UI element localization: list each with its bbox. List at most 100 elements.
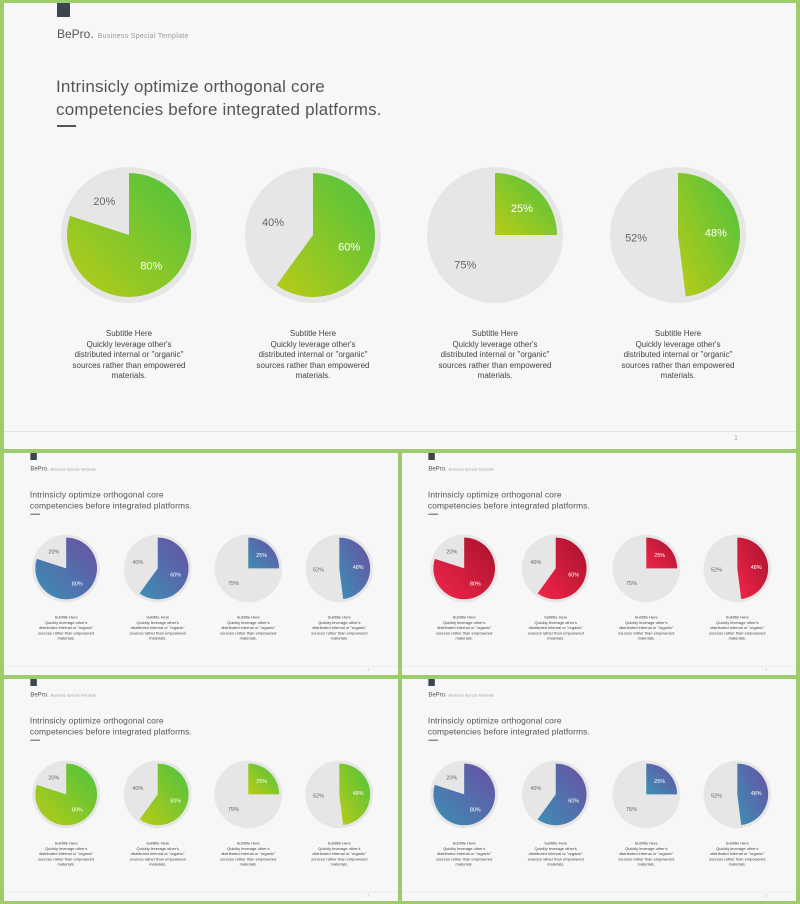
pie-slice-highlight (66, 173, 191, 298)
text-block: Subtitle Here Quickly leverage other's dis… (29, 615, 104, 641)
pie-label-rest: 20% (48, 776, 59, 782)
body-line: sources rather than empowered (256, 360, 370, 370)
body-line: distributed internal or "organic" (39, 851, 94, 857)
pie-slice-highlight (248, 763, 280, 795)
headline: Intrinsicly optimize orthogonal core com… (30, 715, 309, 738)
body-line: Quickly leverage other's (86, 339, 172, 349)
page-number: 1 (367, 893, 370, 898)
body-line: Quickly leverage other's (270, 339, 356, 349)
brand-tagline: Business Special Template (448, 467, 494, 472)
body-line: sources rather than empowered (621, 360, 735, 370)
pie-label-highlight: 48% (353, 791, 364, 797)
headline-line-2: competencies before integrated platforms… (427, 501, 590, 511)
subtitle: Subtitle Here (634, 615, 658, 620)
pie-label-highlight: 80% (470, 808, 481, 814)
brand: BePro. Business Special Template (30, 465, 96, 472)
pie-slice-highlight (537, 763, 587, 826)
pie-chart-2: 60% 40% (245, 167, 381, 303)
body-line: distributed internal or "organic" (130, 851, 185, 857)
pie-charts: 80% 20% 60% 40% 25% 75% 48% 52% (32, 534, 374, 603)
subtitle: Subtitle Here (289, 329, 337, 338)
body-line: materials. (239, 636, 257, 641)
pie-label-rest: 52% (313, 568, 324, 574)
brand-name: BePro. (428, 690, 447, 698)
pie-label-highlight: 25% (654, 553, 665, 559)
brand-tagline: Business Special Template (50, 467, 96, 472)
footer-divider (4, 431, 796, 432)
subtitle: Subtitle Here (452, 615, 476, 620)
pie-charts: 80% 20% 60% 40% 25% 75% 48% 52% (430, 760, 772, 829)
subtitle: Subtitle Here (544, 841, 568, 846)
text-block: Subtitle Here Quickly leverage other's dis… (29, 841, 104, 867)
pie-label-highlight: 80% (470, 582, 481, 588)
pie-label-rest: 75% (626, 807, 637, 813)
headline-line-1: Intrinsicly optimize orthogonal core (29, 715, 164, 726)
headline-line-2: competencies before integrated platforms… (427, 727, 590, 737)
brand-tagline: Business Special Template (50, 693, 96, 698)
pie-slice-highlight (139, 537, 189, 600)
body-line: distributed internal or "organic" (623, 350, 733, 359)
pie-label-rest: 52% (711, 568, 722, 574)
pie-chart-1: 80% 20% (430, 534, 499, 603)
body-line: sources rather than empowered (72, 360, 186, 370)
text-block: Subtitle Here Quickly leverage other's dis… (518, 615, 593, 641)
subtitle: Subtitle Here (471, 329, 519, 338)
text-block: Subtitle Here Quickly leverage other's dis… (54, 329, 204, 382)
pie-label-rest: 75% (454, 260, 476, 272)
pie-label-highlight: 80% (140, 261, 162, 273)
body-line: distributed internal or "organic" (619, 851, 674, 857)
text-block: Subtitle Here Quickly leverage other's dis… (120, 615, 195, 641)
pie-label-rest: 40% (530, 560, 541, 566)
body-line: distributed internal or "organic" (710, 625, 765, 631)
subtitle: Subtitle Here (634, 841, 658, 846)
brand: BePro. Business Special Template (30, 691, 96, 698)
text-block: Subtitle Here Quickly leverage other's dis… (302, 615, 377, 641)
pie-slice-highlight (537, 537, 587, 600)
pie-slice-highlight (737, 763, 769, 826)
headline: Intrinsicly optimize orthogonal core com… (428, 715, 707, 738)
headline-line-2: competencies before integrated platforms… (29, 727, 192, 737)
body-line: sources rather than empowered (220, 856, 277, 862)
brand-name: BePro. (30, 690, 49, 698)
logo-square (30, 453, 37, 460)
pie-label-rest: 75% (228, 581, 239, 587)
pie-slice-highlight (35, 763, 98, 826)
body-line: materials. (728, 636, 746, 641)
body-line: distributed internal or "organic" (312, 625, 367, 631)
pie-chart-2: 60% 40% (123, 760, 192, 829)
pie-label-highlight: 48% (751, 791, 762, 797)
subtitle: Subtitle Here (236, 615, 260, 620)
pie-slice-highlight (678, 173, 740, 297)
body-line: sources rather than empowered (311, 630, 368, 636)
slide-inner: BePro. Business Special Template Intrinsi… (402, 679, 796, 901)
pie-label-rest: 40% (530, 786, 541, 792)
pie-chart-4: 48% 52% (703, 760, 772, 829)
headline-line-2: competencies before integrated platforms… (29, 501, 192, 511)
headline-rule (57, 125, 76, 127)
logo-square (30, 679, 37, 686)
pie-label-rest: 20% (446, 776, 457, 782)
pie-label-highlight: 60% (568, 572, 579, 578)
pie-slice-highlight (646, 537, 678, 569)
text-block: Subtitle Here Quickly leverage other's dis… (120, 841, 195, 867)
body-line: distributed internal or "organic" (528, 851, 583, 857)
pie-chart-1: 80% 20% (430, 760, 499, 829)
body-line: materials. (547, 862, 565, 867)
body-line: sources rather than empowered (438, 360, 552, 370)
headline-rule (30, 513, 40, 515)
pie-slice-highlight (433, 763, 496, 826)
pie-label-highlight: 48% (751, 565, 762, 571)
brand-name: BePro. (30, 464, 49, 472)
pie-slice-highlight (35, 537, 98, 600)
body-line: distributed internal or "organic" (437, 851, 492, 857)
pie-chart-4: 48% 52% (703, 534, 772, 603)
slide-inner: BePro. Business Special Template Intrinsi… (4, 453, 398, 675)
body-line: Quickly leverage other's (318, 620, 361, 625)
body-line: sources rather than empowered (527, 856, 584, 862)
body-line: Quickly leverage other's (716, 846, 759, 851)
body-line: Quickly leverage other's (45, 620, 88, 625)
pie-charts: 80% 20% 60% 40% 25% 75% 48% 52% (32, 760, 374, 829)
text-block: Subtitle Here Quickly leverage other's dis… (427, 841, 502, 867)
headline-line-1: Intrinsicly optimize orthogonal core (427, 715, 562, 726)
text-block: Subtitle Here Quickly leverage other's dis… (603, 329, 753, 382)
